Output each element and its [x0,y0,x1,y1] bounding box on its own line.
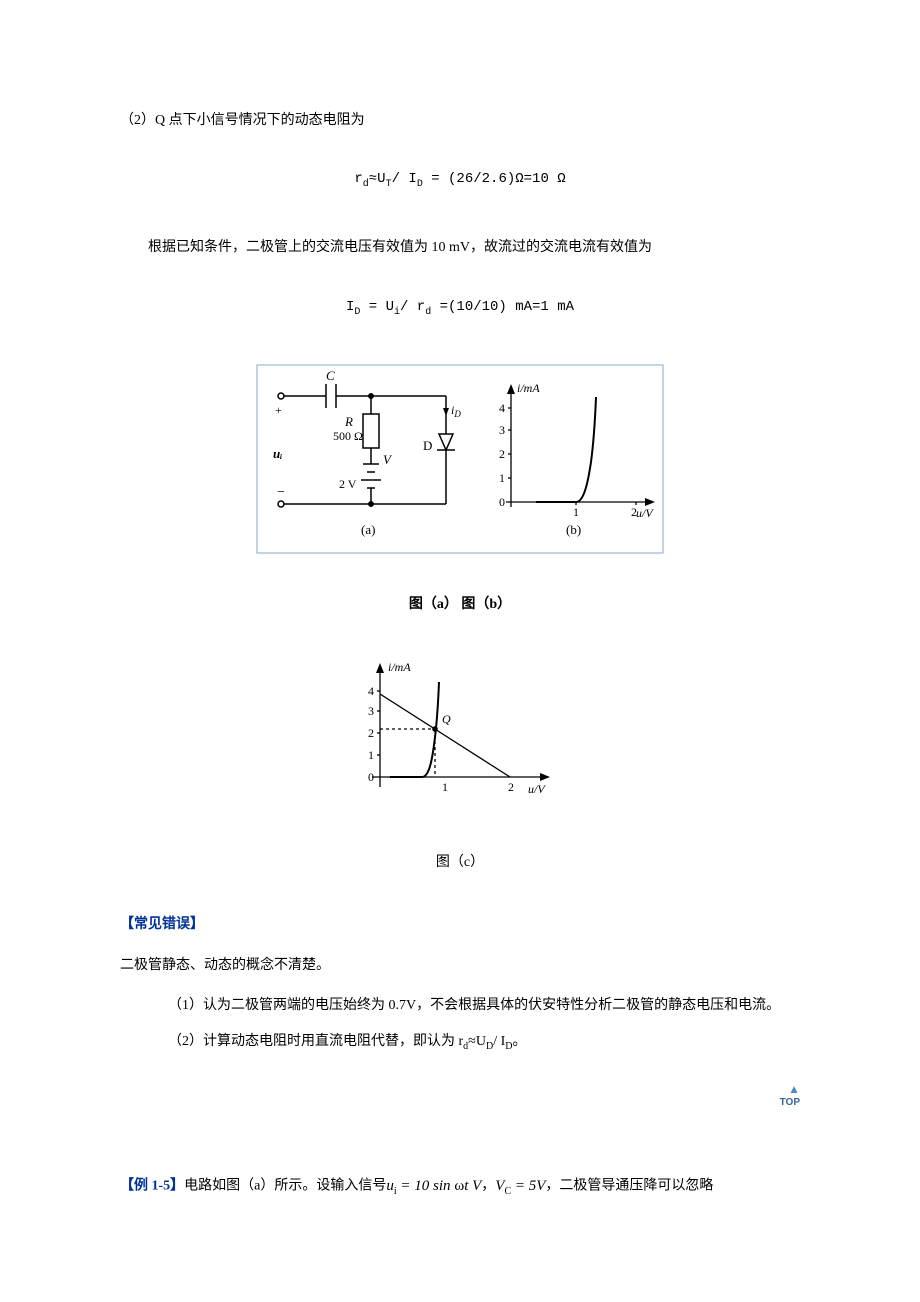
svg-text:0: 0 [499,495,505,509]
arrow-up-icon: ▲ [120,1085,800,1095]
d-label: D [423,438,432,453]
q-label: Q [442,712,451,726]
fig-a-sub: (a) [361,522,375,537]
q-point [432,726,438,732]
b-xaxis: u/V [636,506,654,520]
svg-text:2: 2 [368,726,374,740]
svg-text:1: 1 [442,780,448,794]
svg-text:−: − [277,485,285,500]
r-value: 500 Ω [333,429,363,443]
svg-text:4: 4 [499,401,505,415]
errors-intro: 二极管静态、动态的概念不清楚。 [120,955,800,977]
top-link-label: TOP [780,1097,800,1108]
svg-text:2: 2 [631,505,637,519]
svg-text:1: 1 [499,471,505,485]
svg-text:0: 0 [368,770,374,784]
figure-c-caption: 图（c） [120,852,800,874]
ui-label: uᵢ [273,446,282,461]
svg-text:1: 1 [368,748,374,762]
figure-ab: C R 500 Ω V 2 V iD D + − uᵢ [120,364,800,564]
error-item-2: （2）计算动态电阻时用直流电阻代替，即认为 rd≈UD/ ID。 [168,1031,800,1055]
b-yaxis: i/mA [517,381,540,395]
cap-label: C [326,368,335,383]
svg-text:1: 1 [573,505,579,519]
svg-text:2: 2 [508,780,514,794]
para-ac-current: 根据已知条件，二极管上的交流电压有效值为 10 mV，故流过的交流电流有效值为 [120,237,800,259]
r-label: R [344,414,353,429]
error-item-1: （1）认为二极管两端的电压始终为 0.7V，不会根据具体的伏安特性分析二极管的静… [168,995,800,1017]
para-q-dynamic-resistance: （2）Q 点下小信号情况下的动态电阻为 [120,110,800,132]
example-label: 【例 1‑5】 [120,1178,184,1193]
formula-rd: rd≈UT/ ID = (26/2.6)Ω=10 Ω [120,168,800,193]
c-xaxis: u/V [528,782,546,796]
svg-text:4: 4 [368,684,374,698]
iv-curve-c [390,682,439,777]
fig-b-sub: (b) [566,522,581,537]
svg-text:2: 2 [499,447,505,461]
heading-common-errors: 【常见错误】 [120,914,800,936]
svg-text:3: 3 [368,704,374,718]
load-line [380,694,510,777]
v-value: 2 V [339,477,357,491]
svg-text:+: + [275,403,282,417]
top-link[interactable]: ▲ TOP [120,1085,800,1111]
svg-text:3: 3 [499,423,505,437]
c-yaxis: i/mA [388,660,411,674]
example-1-5: 【例 1‑5】电路如图（a）所示。设输入信号ui = 10 sin ωt V，V… [120,1171,800,1202]
figure-ab-caption: 图（a） 图（b） [120,594,800,616]
formula-id: ID = Ui/ rd =(10/10) mA=1 mA [120,296,800,321]
figure-c: i/mA u/V 0 1 2 3 4 1 2 Q [120,657,800,822]
